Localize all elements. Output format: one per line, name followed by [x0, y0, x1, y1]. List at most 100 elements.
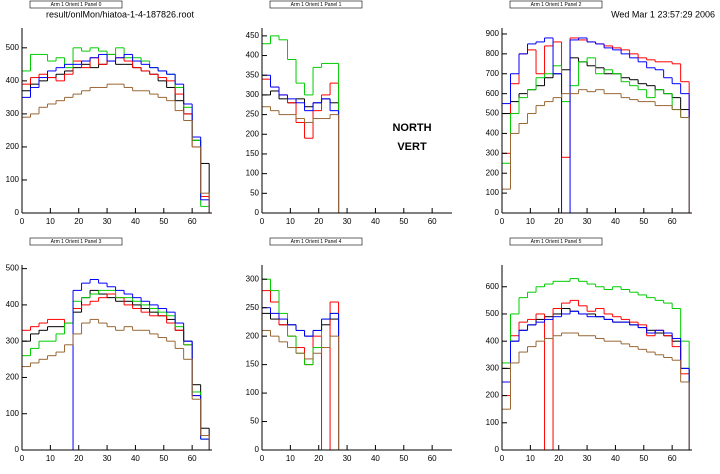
- y-tick-label: 700: [486, 69, 500, 78]
- x-tick-label: 0: [500, 217, 505, 226]
- y-tick-label: 200: [246, 129, 260, 138]
- panel-title: Arm 1 Orient 1 Panel 1: [291, 2, 342, 8]
- x-tick-label: 60: [428, 217, 437, 226]
- y-tick-label: 250: [246, 110, 260, 119]
- panel: Arm 1 Orient 1 Panel 3 0 100 200 300 400 500 0 1…: [6, 237, 212, 463]
- x-tick-label: 30: [103, 454, 112, 463]
- y-tick-label: 150: [246, 149, 260, 158]
- x-tick-label: 10: [526, 217, 535, 226]
- y-tick-label: 300: [246, 274, 260, 283]
- timestamp: Wed Mar 1 23:57:29 2006: [611, 9, 715, 19]
- y-tick-label: 200: [6, 373, 20, 382]
- y-tick-label: 200: [6, 142, 20, 151]
- title-box: [509, 0, 603, 9]
- x-tick-label: 40: [131, 217, 140, 226]
- y-tick-label: 200: [486, 168, 500, 177]
- x-tick-label: 60: [668, 454, 677, 463]
- annotation: VERT: [397, 141, 427, 153]
- x-tick-label: 0: [20, 454, 25, 463]
- y-tick-label: 400: [6, 300, 20, 309]
- x-tick-label: 60: [428, 454, 437, 463]
- x-tick-label: 0: [260, 217, 265, 226]
- y-tick-label: 500: [6, 264, 20, 273]
- y-tick-label: 0: [495, 445, 500, 454]
- x-tick-label: 20: [314, 217, 323, 226]
- panel: Arm 1 Orient 1 Panel 0 0 100 200 300 400 500 0 1…: [6, 0, 212, 226]
- y-tick-label: 450: [246, 31, 260, 40]
- panel: Arm 1 Orient 1 Panel 5010020030040050060…: [486, 237, 692, 463]
- y-tick-label: 100: [246, 169, 260, 178]
- y-tick-label: 100: [486, 418, 500, 427]
- x-tick-label: 20: [554, 217, 563, 226]
- y-tick-label: 400: [486, 129, 500, 138]
- y-tick-label: 350: [246, 70, 260, 79]
- y-tick-label: 50: [250, 417, 259, 426]
- title-box: [509, 237, 603, 246]
- x-tick-label: 20: [314, 454, 323, 463]
- y-tick-label: 200: [246, 331, 260, 340]
- x-tick-label: 10: [46, 454, 55, 463]
- x-tick-label: 30: [343, 454, 352, 463]
- x-tick-label: 40: [611, 454, 620, 463]
- y-tick-label: 0: [255, 445, 260, 454]
- panel-title: Arm 1 Orient 1 Panel 3: [51, 239, 102, 245]
- y-tick-label: 200: [486, 391, 500, 400]
- x-tick-label: 30: [103, 217, 112, 226]
- title-box: [269, 0, 363, 9]
- y-tick-label: 100: [486, 188, 500, 197]
- title-box: [29, 237, 123, 246]
- x-tick-label: 40: [131, 454, 140, 463]
- x-tick-label: 20: [74, 454, 83, 463]
- panel-title: Arm 1 Orient 1 Panel 2: [531, 2, 582, 8]
- y-tick-label: 250: [246, 303, 260, 312]
- y-tick-label: 600: [486, 89, 500, 98]
- y-tick-label: 400: [246, 51, 260, 60]
- x-tick-label: 30: [583, 217, 592, 226]
- x-tick-label: 10: [526, 454, 535, 463]
- x-tick-label: 50: [159, 217, 168, 226]
- y-tick-label: 900: [486, 29, 500, 38]
- x-tick-label: 20: [74, 217, 83, 226]
- y-tick-label: 400: [6, 76, 20, 85]
- title-box: [29, 0, 123, 9]
- x-tick-label: 0: [260, 454, 265, 463]
- panel: Arm 1 Orient 1 Panel 1 0 50 100 150 200 250 300…: [246, 0, 452, 226]
- y-tick-label: 0: [495, 208, 500, 217]
- x-tick-label: 20: [554, 454, 563, 463]
- y-tick-label: 100: [6, 409, 20, 418]
- y-tick-label: 50: [250, 188, 259, 197]
- x-tick-label: 60: [188, 454, 197, 463]
- panel-title: Arm 1 Orient 1 Panel 4: [291, 239, 342, 245]
- x-tick-label: 0: [20, 217, 25, 226]
- panel-title: Arm 1 Orient 1 Panel 5: [531, 239, 582, 245]
- y-tick-label: 500: [6, 43, 20, 52]
- y-tick-label: 300: [246, 90, 260, 99]
- x-tick-label: 30: [343, 217, 352, 226]
- y-tick-label: 600: [486, 282, 500, 291]
- x-tick-label: 50: [159, 454, 168, 463]
- y-tick-label: 100: [6, 175, 20, 184]
- x-tick-label: 10: [286, 454, 295, 463]
- x-tick-label: 50: [639, 217, 648, 226]
- y-tick-label: 100: [246, 388, 260, 397]
- annotation: NORTH: [392, 122, 431, 134]
- file-name: result/onlMon/hiatoa-1-4-187826.root: [46, 9, 195, 19]
- y-tick-label: 300: [6, 109, 20, 118]
- panel-title: Arm 1 Orient 1 Panel 0: [51, 2, 102, 8]
- y-tick-label: 300: [6, 336, 20, 345]
- y-tick-label: 150: [246, 360, 260, 369]
- x-tick-label: 10: [286, 217, 295, 226]
- y-tick-label: 300: [486, 363, 500, 372]
- x-tick-label: 40: [611, 217, 620, 226]
- x-tick-label: 50: [399, 454, 408, 463]
- y-tick-label: 800: [486, 49, 500, 58]
- x-tick-label: 50: [639, 454, 648, 463]
- y-tick-label: 500: [486, 109, 500, 118]
- x-tick-label: 30: [583, 454, 592, 463]
- y-tick-label: 500: [486, 309, 500, 318]
- panel: Arm 1 Orient 1 Panel 4050100150200250300…: [246, 237, 452, 463]
- title-box: [269, 237, 363, 246]
